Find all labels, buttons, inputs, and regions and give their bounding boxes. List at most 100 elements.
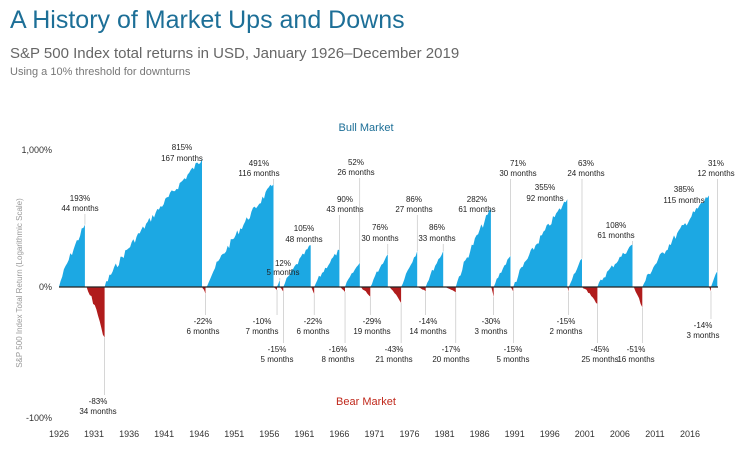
bull-duration-label: 24 months	[567, 169, 604, 178]
bear-market-area	[202, 287, 206, 295]
bear-duration-label: 20 months	[432, 355, 469, 364]
bull-market-label: Bull Market	[338, 122, 393, 134]
bear-duration-label: 8 months	[322, 355, 355, 364]
x-tick-label: 1926	[49, 429, 69, 439]
bull-duration-label: 30 months	[499, 169, 536, 178]
bear-duration-label: 14 months	[409, 327, 446, 336]
bull-market-area	[205, 184, 274, 287]
bull-market-area	[314, 249, 340, 287]
x-tick-label: 1981	[435, 429, 455, 439]
x-tick-label: 1961	[294, 429, 314, 439]
y-axis-label: S&P 500 Index Total Return (Logarithmic …	[15, 198, 24, 368]
bear-return-label: -30%	[482, 317, 501, 326]
bull-return-label: 355%	[535, 183, 555, 192]
x-tick-label: 1996	[540, 429, 560, 439]
bull-market-area	[513, 199, 568, 287]
bear-market-area	[339, 287, 345, 292]
y-tick-label: 1,000%	[21, 145, 52, 155]
bull-duration-label: 167 months	[161, 154, 203, 163]
bull-duration-label: 116 months	[238, 169, 279, 178]
bear-duration-label: 3 months	[687, 331, 720, 340]
bear-duration-label: 25 months	[581, 355, 618, 364]
bull-duration-label: 26 months	[337, 168, 374, 177]
bear-duration-label: 21 months	[375, 355, 412, 364]
bull-market-area	[401, 251, 418, 287]
bear-duration-label: 6 months	[187, 327, 220, 336]
bull-duration-label: 5 months	[267, 268, 300, 277]
bear-return-label: -15%	[557, 317, 576, 326]
bull-return-label: 108%	[606, 221, 626, 230]
x-tick-label: 2001	[575, 429, 595, 439]
bear-return-label: -10%	[253, 317, 272, 326]
bull-return-label: 86%	[429, 223, 445, 232]
bear-duration-label: 34 months	[79, 407, 116, 416]
bull-return-label: 193%	[70, 194, 90, 203]
bull-market-area	[493, 255, 511, 287]
bull-return-label: 385%	[674, 185, 694, 194]
bear-market-area	[632, 287, 643, 308]
x-tick-label: 1941	[154, 429, 174, 439]
bull-return-label: 71%	[510, 159, 526, 168]
bull-duration-label: 44 months	[61, 204, 98, 213]
bull-duration-label: 27 months	[395, 205, 432, 214]
bull-duration-label: 61 months	[597, 231, 634, 240]
bear-market-area	[567, 287, 569, 292]
x-tick-label: 1956	[259, 429, 279, 439]
x-tick-label: 1976	[400, 429, 420, 439]
bear-return-label: -51%	[627, 345, 646, 354]
x-tick-label: 1946	[189, 429, 209, 439]
bear-market-area	[708, 287, 711, 292]
x-tick-label: 2016	[680, 429, 700, 439]
bear-return-label: -17%	[442, 345, 461, 354]
bear-market-area	[417, 287, 426, 292]
bear-duration-label: 5 months	[261, 355, 294, 364]
bull-return-label: 491%	[249, 159, 269, 168]
bull-market-area	[425, 251, 444, 287]
bull-market-area	[597, 244, 633, 287]
y-tick-label: -100%	[26, 413, 52, 423]
x-tick-label: 2006	[610, 429, 630, 439]
bear-market-area	[310, 287, 315, 295]
bull-market-area	[370, 254, 388, 287]
bear-return-label: -83%	[89, 397, 108, 406]
bull-return-label: 105%	[294, 224, 314, 233]
bear-market-area	[490, 287, 494, 298]
bear-market-area	[273, 287, 277, 290]
bear-market-area	[359, 287, 371, 297]
x-tick-label: 1931	[84, 429, 104, 439]
chart-title: A History of Market Ups and Downs	[10, 6, 405, 34]
bear-return-label: -43%	[385, 345, 404, 354]
bear-market-area	[582, 287, 598, 304]
bull-market-area	[277, 280, 280, 287]
x-tick-label: 2011	[645, 429, 664, 439]
bear-duration-label: 16 months	[617, 355, 654, 364]
bull-return-label: 86%	[406, 195, 422, 204]
bear-return-label: -22%	[194, 317, 213, 326]
bull-market-area	[345, 262, 360, 287]
bull-return-label: 12%	[275, 259, 291, 268]
bull-return-label: 31%	[708, 159, 724, 168]
bear-return-label: -15%	[504, 345, 523, 354]
bull-duration-label: 115 months	[663, 196, 704, 205]
bear-return-label: -29%	[363, 317, 382, 326]
x-tick-label: 1936	[119, 429, 139, 439]
bull-return-label: 52%	[348, 158, 364, 167]
bull-return-label: 90%	[337, 195, 353, 204]
bear-return-label: -14%	[694, 321, 713, 330]
x-tick-label: 1966	[329, 429, 349, 439]
bull-duration-label: 33 months	[418, 234, 455, 243]
bear-return-label: -15%	[268, 345, 287, 354]
bull-market-area	[642, 195, 709, 287]
bear-market-area	[279, 287, 284, 292]
bear-return-label: -14%	[419, 317, 438, 326]
chart-subtitle: S&P 500 Index total returns in USD, Janu…	[10, 45, 460, 62]
bear-market-area	[443, 287, 456, 293]
chart-note: Using a 10% threshold for downturns	[10, 66, 191, 78]
bull-market-area	[59, 224, 85, 287]
bull-market-area	[283, 245, 311, 287]
bear-market-area	[510, 287, 514, 292]
bull-duration-label: 61 months	[458, 205, 495, 214]
bull-return-label: 815%	[172, 143, 192, 152]
bull-return-label: 282%	[467, 195, 487, 204]
